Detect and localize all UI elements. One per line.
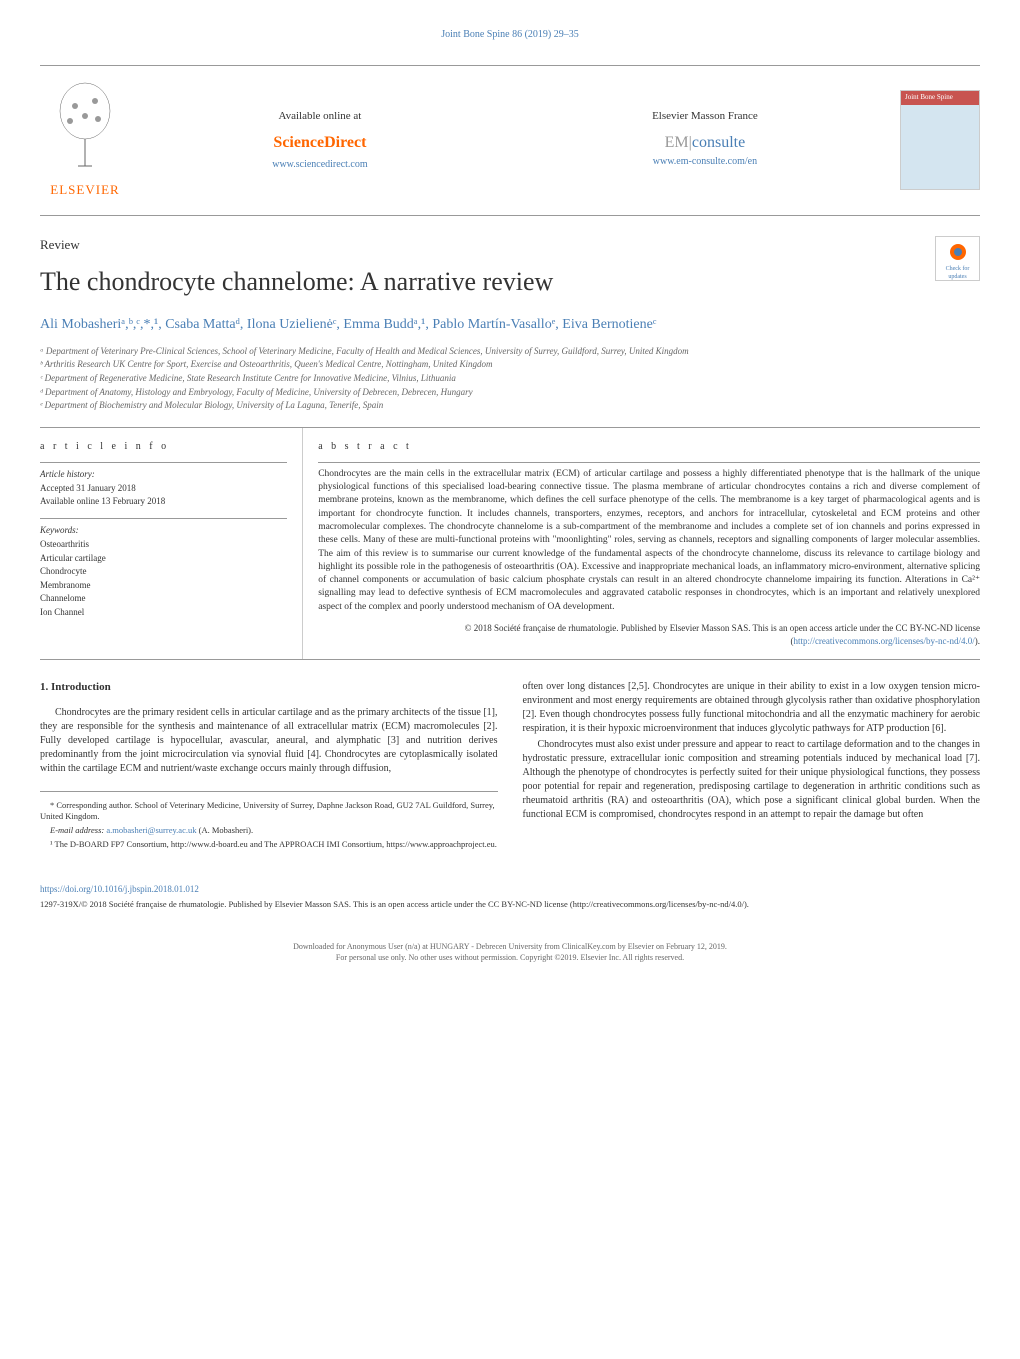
online-date: Available online 13 February 2018 xyxy=(40,495,287,508)
emconsulte-logo: EM|consulte xyxy=(652,132,758,154)
updates-icon xyxy=(948,242,968,262)
keyword: Ion Channel xyxy=(40,606,287,619)
authors-list: Ali Mobasheriᵃ,ᵇ,ᶜ,*,¹, Csaba Mattaᵈ, Il… xyxy=(40,315,980,335)
footer-line2: For personal use only. No other uses wit… xyxy=(40,952,980,963)
journal-reference: Joint Bone Spine 86 (2019) 29–35 xyxy=(40,20,980,50)
bottom-copyright: 1297-319X/© 2018 Société française de rh… xyxy=(40,899,980,911)
license-link[interactable]: http://creativecommons.org/licenses/by-n… xyxy=(793,636,974,646)
sciencedirect-block: Available online at ScienceDirect www.sc… xyxy=(252,109,387,172)
abstract-label: a b s t r a c t xyxy=(318,440,980,454)
sciencedirect-logo: ScienceDirect xyxy=(272,132,367,154)
intro-paragraph: Chondrocytes are the primary resident ce… xyxy=(40,706,498,776)
affiliation-a: ᵃ Department of Veterinary Pre-Clinical … xyxy=(40,345,980,358)
article-title: The chondrocyte channelome: A narrative … xyxy=(40,264,980,300)
masthead: ELSEVIER Available online at ScienceDire… xyxy=(40,65,980,216)
abstract-copyright: © 2018 Société française de rhumatologie… xyxy=(318,622,980,647)
updates-label: Check for updates xyxy=(936,265,979,282)
check-updates-badge[interactable]: Check for updates xyxy=(935,236,980,281)
sciencedirect-url[interactable]: www.sciencedirect.com xyxy=(272,158,367,172)
left-column: 1. Introduction Chondrocytes are the pri… xyxy=(40,680,498,853)
footnotes: * Corresponding author. School of Veteri… xyxy=(40,791,498,852)
affiliation-b: ᵇ Arthritis Research UK Centre for Sport… xyxy=(40,358,980,371)
footer-line1: Downloaded for Anonymous User (n/a) at H… xyxy=(40,941,980,952)
em-prefix: EM xyxy=(665,134,689,151)
affiliation-d: ᵈ Department of Anatomy, Histology and E… xyxy=(40,386,980,399)
consulte-text: consulte xyxy=(692,134,745,151)
elsevier-masson-label: Elsevier Masson France xyxy=(652,109,758,124)
cover-title: Joint Bone Spine xyxy=(901,91,979,105)
intro-heading: 1. Introduction xyxy=(40,680,498,695)
page-footer: Downloaded for Anonymous User (n/a) at H… xyxy=(40,941,980,963)
doi-link[interactable]: https://doi.org/10.1016/j.jbspin.2018.01… xyxy=(40,883,980,896)
info-abstract-section: a r t i c l e i n f o Article history: A… xyxy=(40,427,980,660)
affiliation-e: ᵉ Department of Biochemistry and Molecul… xyxy=(40,399,980,412)
keyword: Chondrocyte xyxy=(40,565,287,578)
divider xyxy=(318,462,980,463)
abstract: a b s t r a c t Chondrocytes are the mai… xyxy=(303,428,980,659)
emconsulte-block: Elsevier Masson France EM|consulte www.e… xyxy=(632,109,778,172)
abstract-text: Chondrocytes are the main cells in the e… xyxy=(318,468,980,614)
email-suffix: (A. Mobasheri). xyxy=(196,825,253,835)
keywords-label: Keywords: xyxy=(40,524,287,537)
keyword: Membranome xyxy=(40,579,287,592)
article-info-label: a r t i c l e i n f o xyxy=(40,440,287,454)
journal-cover: Joint Bone Spine xyxy=(900,90,980,190)
intro-paragraph: often over long distances [2,5]. Chondro… xyxy=(523,680,981,736)
history-label: Article history: xyxy=(40,468,287,481)
email-label: E-mail address: xyxy=(50,825,106,835)
divider xyxy=(40,518,287,519)
article-info: a r t i c l e i n f o Article history: A… xyxy=(40,428,303,659)
keyword: Articular cartilage xyxy=(40,552,287,565)
divider xyxy=(40,462,287,463)
copyright-suffix: ). xyxy=(975,636,980,646)
main-content: 1. Introduction Chondrocytes are the pri… xyxy=(40,680,980,853)
article-type: Review xyxy=(40,236,980,254)
bottom-section: https://doi.org/10.1016/j.jbspin.2018.01… xyxy=(40,883,980,910)
consortium-footnote: ¹ The D-BOARD FP7 Consortium, http://www… xyxy=(40,839,498,851)
email-footnote: E-mail address: a.mobasheri@surrey.ac.uk… xyxy=(40,825,498,837)
email-link[interactable]: a.mobasheri@surrey.ac.uk xyxy=(106,825,196,835)
elsevier-tree-icon xyxy=(50,81,120,171)
keyword: Osteoarthritis xyxy=(40,538,287,551)
elsevier-logo: ELSEVIER xyxy=(40,81,130,200)
affiliation-c: ᶜ Department of Regenerative Medicine, S… xyxy=(40,372,980,385)
available-label: Available online at xyxy=(272,109,367,124)
intro-paragraph: Chondrocytes must also exist under press… xyxy=(523,738,981,822)
accepted-date: Accepted 31 January 2018 xyxy=(40,482,287,495)
corresponding-author: * Corresponding author. School of Veteri… xyxy=(40,800,498,824)
affiliations: ᵃ Department of Veterinary Pre-Clinical … xyxy=(40,345,980,412)
elsevier-name: ELSEVIER xyxy=(40,181,130,199)
emconsulte-url[interactable]: www.em-consulte.com/en xyxy=(652,155,758,169)
keyword: Channelome xyxy=(40,592,287,605)
right-column: often over long distances [2,5]. Chondro… xyxy=(523,680,981,853)
